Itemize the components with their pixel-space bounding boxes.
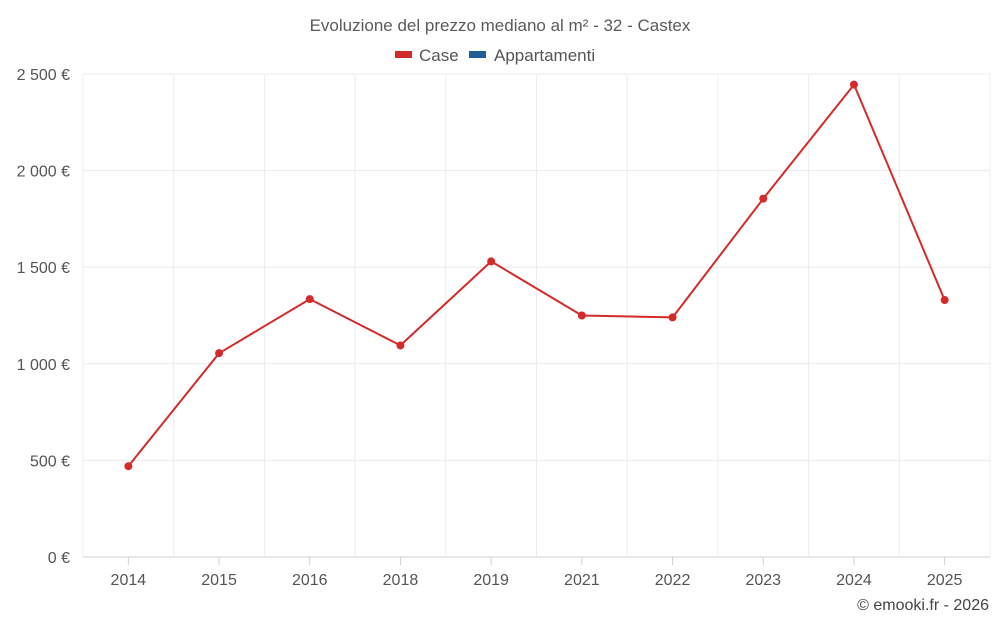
data-point[interactable] (849, 80, 858, 89)
x-gridlines (82, 74, 991, 557)
chart-title: Evoluzione del prezzo mediano al m² - 32… (310, 16, 691, 35)
series-line-case (127, 83, 946, 467)
legend-label-case: Case (419, 46, 459, 65)
x-tick-label: 2016 (292, 572, 328, 589)
data-point[interactable] (124, 462, 133, 471)
y-tick-label: 0 € (48, 550, 70, 567)
x-tick-label: 2025 (927, 572, 963, 589)
x-tick-label: 2021 (564, 572, 600, 589)
legend: Case Appartamenti (395, 46, 595, 65)
y-tick-label: 1 500 € (17, 260, 70, 277)
x-tick-label: 2018 (383, 572, 419, 589)
legend-item-appartamenti[interactable]: Appartamenti (469, 46, 595, 65)
data-point[interactable] (759, 194, 768, 203)
y-axis-ticks: 0 € 500 € 1 000 € 1 500 € 2 000 € 2 500 € (17, 67, 70, 567)
y-tick-label: 2 500 € (17, 67, 70, 84)
legend-swatch-appartamenti (469, 51, 486, 58)
credit-text: © emooki.fr - 2026 (857, 597, 989, 614)
data-point[interactable] (396, 341, 405, 350)
data-point[interactable] (577, 311, 586, 320)
y-tick-label: 2 000 € (17, 164, 70, 181)
x-tick-label: 2023 (745, 572, 781, 589)
y-tick-label: 500 € (30, 453, 70, 470)
x-tick-label: 2022 (655, 572, 691, 589)
legend-item-case[interactable]: Case (395, 46, 459, 65)
x-axis-ticks: 2014 2015 2016 2018 2019 2021 2022 2023 2024 2025 (111, 557, 963, 589)
legend-swatch-case (395, 51, 412, 58)
x-tick-label: 2014 (111, 572, 147, 589)
legend-label-appartamenti: Appartamenti (494, 46, 595, 65)
x-tick-label: 2015 (201, 572, 237, 589)
x-tick-label: 2024 (836, 572, 872, 589)
data-point[interactable] (940, 296, 949, 305)
x-tick-label: 2019 (473, 572, 509, 589)
y-tick-label: 1 000 € (17, 357, 70, 374)
series-layer (124, 80, 949, 471)
data-point[interactable] (215, 349, 224, 358)
data-point[interactable] (668, 313, 677, 322)
data-point[interactable] (487, 257, 496, 266)
data-point[interactable] (305, 295, 314, 304)
